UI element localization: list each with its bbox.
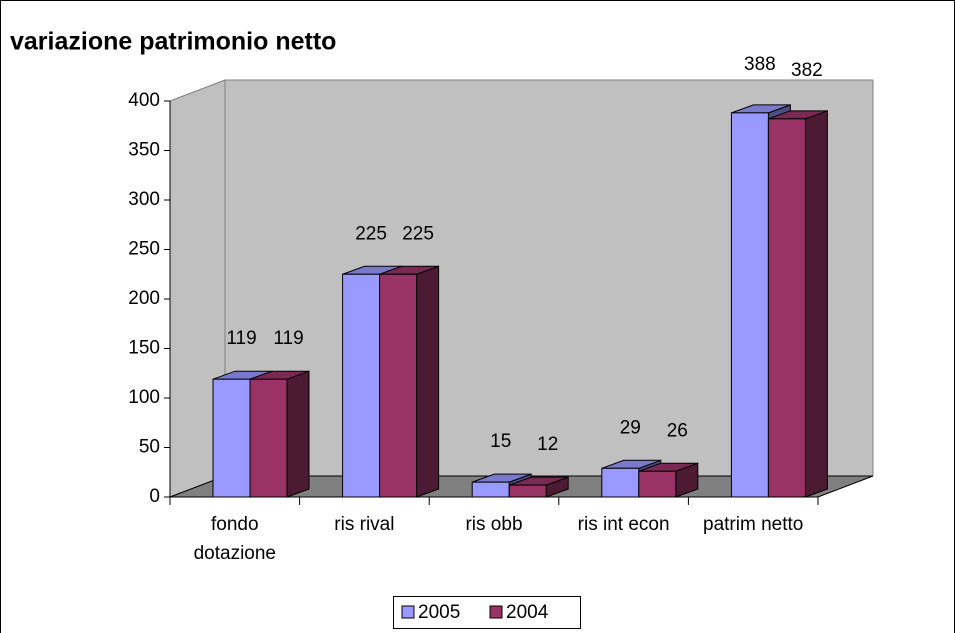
y-tick-label: 400 (128, 90, 160, 111)
bar (342, 273, 381, 498)
bar-side (416, 265, 440, 498)
bar (730, 112, 769, 498)
legend-swatch (401, 605, 415, 619)
data-label: 26 (667, 420, 688, 441)
x-tick-label: ris int econ (577, 514, 670, 535)
data-label: 225 (355, 223, 387, 244)
bar (212, 378, 251, 498)
y-tick-label: 100 (128, 387, 160, 408)
legend-label: 2005 (418, 602, 460, 623)
x-tick-label: patrim netto (703, 514, 804, 535)
legend-swatch (489, 605, 503, 619)
data-label: 388 (744, 54, 776, 75)
y-tick-label: 300 (128, 189, 160, 210)
bar (249, 378, 288, 498)
y-tick-label: 0 (149, 486, 160, 507)
data-label: 119 (273, 328, 303, 349)
legend-label: 2004 (506, 602, 549, 623)
y-tick-label: 50 (139, 437, 160, 458)
chart-title: variazione patrimonio netto (10, 28, 336, 56)
bar-side (286, 370, 310, 498)
bar (601, 467, 640, 498)
data-label: 225 (402, 223, 434, 244)
legend-box (393, 596, 581, 629)
data-label: 382 (791, 60, 823, 81)
bar (379, 273, 418, 498)
y-tick-label: 200 (128, 288, 160, 309)
bar (471, 481, 510, 498)
bar (767, 118, 806, 498)
x-tick-label: fondo dotazione (193, 514, 276, 564)
bar (638, 470, 677, 498)
data-label: 15 (490, 431, 511, 452)
x-tick-label: ris obb (465, 514, 523, 535)
y-tick-label: 150 (128, 338, 160, 359)
bar-side (804, 110, 828, 498)
data-label: 119 (226, 328, 256, 349)
y-tick-label: 350 (128, 140, 160, 161)
data-label: 29 (620, 417, 641, 438)
data-label: 12 (537, 434, 558, 455)
bar (508, 484, 547, 498)
x-tick-label: ris rival (334, 514, 395, 535)
y-tick-label: 250 (128, 239, 160, 260)
